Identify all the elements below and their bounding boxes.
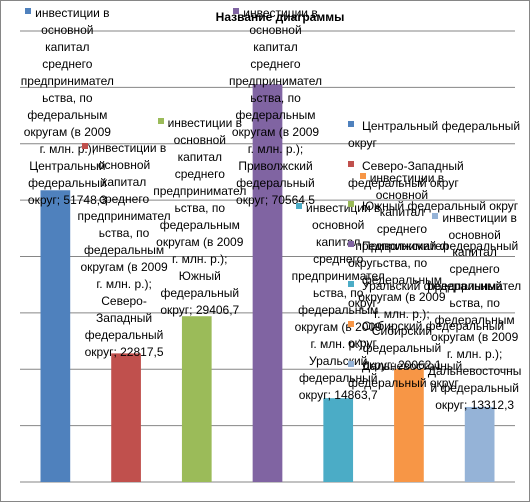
label-key <box>432 213 439 219</box>
legend-entry: Дальневосточный федеральный округ <box>348 358 523 392</box>
label-value: 22817,5 <box>120 345 164 359</box>
label-series: инвестиции в основной капитал среднего п… <box>428 211 522 361</box>
legend-key <box>348 161 354 167</box>
label-category: Северо-Западный федеральный округ <box>84 294 164 359</box>
label-value: 29406,7 <box>195 303 240 317</box>
bar <box>181 316 212 482</box>
legend-key <box>348 321 354 327</box>
data-label: инвестиции в основной капитал среднего п… <box>153 116 247 317</box>
legend-entry: Приволжский федеральный округ <box>348 238 523 272</box>
bar <box>111 353 141 482</box>
legend-entry: Южный федеральный округ <box>348 198 523 215</box>
label-category: Южный федеральный округ <box>160 269 240 317</box>
legend-key <box>348 361 354 367</box>
data-label: инвестиции в основной капитал среднего п… <box>228 6 323 207</box>
legend-key <box>348 281 354 287</box>
label-category: Центральный федеральный округ <box>27 159 107 207</box>
data-label: инвестиции в основной капитал среднего п… <box>20 6 114 207</box>
legend-key <box>348 201 354 207</box>
label-value: 51748,3 <box>63 193 107 207</box>
legend-entry: Сибирский федеральный округ <box>348 318 523 352</box>
data-label: инвестиции в основной капитал среднего п… <box>291 201 385 402</box>
legend-key <box>348 121 354 127</box>
legend-label: Южный федеральный округ <box>362 199 519 213</box>
data-label: инвестиции в основной капитал среднего п… <box>77 141 171 359</box>
label-value: 13312,3 <box>470 398 515 412</box>
chart-title: Название диаграммы <box>215 10 345 24</box>
label-series: инвестиции в основной капитал среднего п… <box>355 171 449 321</box>
bar <box>394 368 424 482</box>
label-key <box>81 143 88 149</box>
legend-label: Центральный федеральный округ <box>348 119 521 150</box>
label-value: 20062,1 <box>397 358 442 372</box>
label-series: инвестиции в основной капитал среднего п… <box>20 6 114 156</box>
legend-entry: Центральный федеральный округ <box>348 118 523 152</box>
legend-label: Уральский федеральный округ <box>348 279 503 310</box>
legend-entry: Северо-Западный федеральный округ <box>348 158 523 192</box>
label-key <box>25 8 32 14</box>
legend-label: Северо-Западный федеральный округ <box>348 159 464 190</box>
legend-label: Приволжский федеральный округ <box>348 239 519 270</box>
label-series: инвестиции в основной капитал среднего п… <box>291 201 385 351</box>
bar <box>323 398 354 482</box>
bar <box>252 84 283 483</box>
legend-key <box>348 241 354 247</box>
label-category: Сибирский федеральный округ <box>362 324 442 372</box>
legend-entry: Уральский федеральный округ <box>348 278 523 312</box>
label-key <box>359 173 366 179</box>
label-key <box>233 8 240 14</box>
bar <box>464 406 495 482</box>
label-series: инвестиции в основной капитал среднего п… <box>228 6 323 156</box>
label-series: инвестиции в основной капитал среднего п… <box>77 141 171 291</box>
label-value: 14863,7 <box>334 388 378 402</box>
label-key <box>295 203 302 209</box>
data-label: инвестиции в основной капитал среднего п… <box>427 211 522 412</box>
label-value: 70564,5 <box>271 193 315 207</box>
bar <box>40 190 71 482</box>
label-series: инвестиции в основной капитал среднего п… <box>153 116 247 266</box>
legend-label: Сибирский федеральный округ <box>348 319 505 350</box>
label-category: Приволжский федеральный округ <box>236 159 315 207</box>
label-key <box>157 118 164 124</box>
data-label: инвестиции в основной капитал среднего п… <box>355 171 449 372</box>
legend-label: Дальневосточный федеральный округ <box>348 359 463 390</box>
label-category: Дальневосточный федеральный округ <box>427 364 522 412</box>
